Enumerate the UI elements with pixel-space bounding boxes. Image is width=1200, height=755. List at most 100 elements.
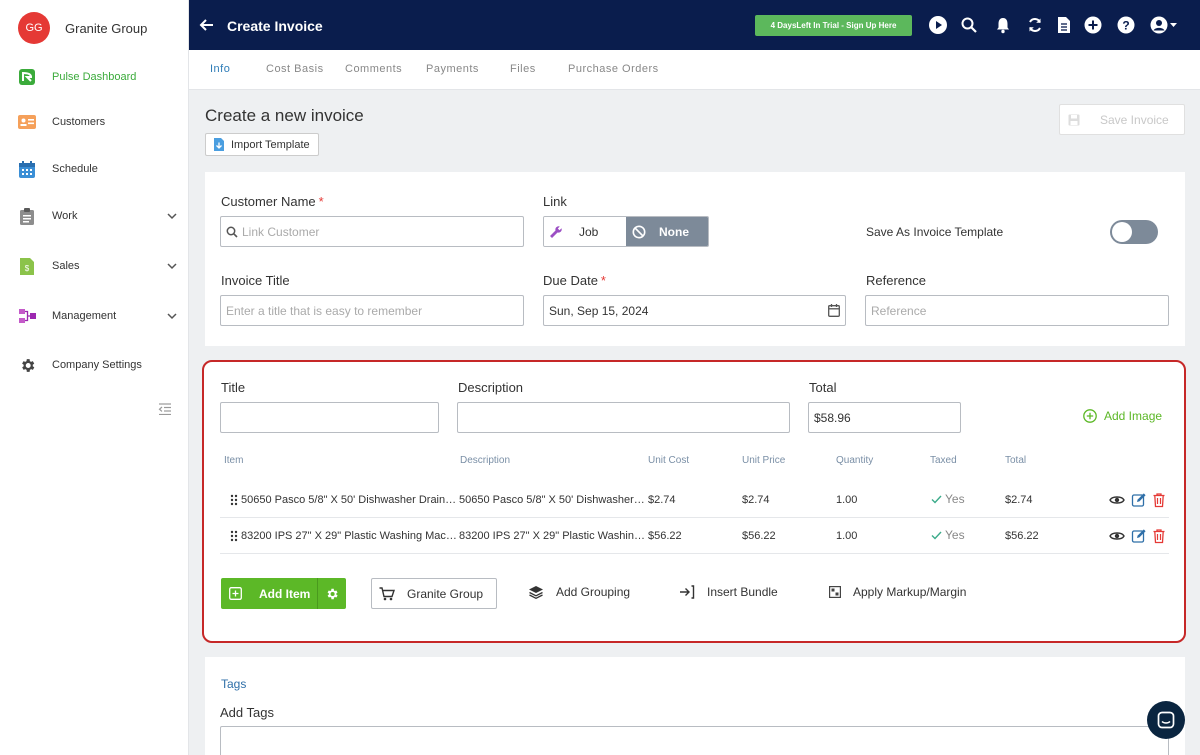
tab-comments[interactable]: Comments <box>345 63 403 75</box>
search-icon <box>226 226 238 238</box>
import-template-label: Import Template <box>231 138 310 151</box>
column-header-taxed[interactable]: Taxed <box>930 455 957 466</box>
back-arrow-icon[interactable] <box>199 17 215 33</box>
tab-files[interactable]: Files <box>510 63 536 75</box>
sidebar-item-management[interactable]: Management <box>18 305 178 327</box>
search-icon[interactable] <box>960 16 978 34</box>
drag-handle-icon[interactable] <box>230 494 238 506</box>
bell-icon[interactable] <box>994 16 1012 34</box>
add-item-settings-button[interactable] <box>318 578 346 609</box>
save-template-toggle[interactable] <box>1110 220 1158 244</box>
wrench-icon <box>550 225 562 238</box>
row-unit-cost: $2.74 <box>648 494 676 506</box>
tab-purchase-orders[interactable]: Purchase Orders <box>568 63 659 75</box>
add-square-icon <box>229 587 242 600</box>
view-eye-icon[interactable] <box>1109 492 1125 508</box>
add-grouping-button[interactable]: Add Grouping <box>528 585 630 599</box>
tab-payments[interactable]: Payments <box>426 63 479 75</box>
row-quantity: 1.00 <box>836 494 858 506</box>
sidebar-item-company-settings[interactable]: Company Settings <box>18 354 178 376</box>
row-taxed: Yes <box>931 492 965 506</box>
org-name[interactable]: Granite Group <box>65 20 148 36</box>
tab-info[interactable]: Info <box>210 63 231 75</box>
row-divider <box>220 553 1169 554</box>
help-icon[interactable]: ? <box>1117 16 1135 34</box>
org-avatar[interactable]: GG <box>18 12 50 44</box>
tab-cost-basis[interactable]: Cost Basis <box>266 63 324 75</box>
customer-name-label: Customer Name * <box>221 194 324 209</box>
link-none-option[interactable]: None <box>626 217 708 246</box>
link-job-option[interactable]: Job <box>544 217 626 246</box>
user-menu-icon[interactable] <box>1150 16 1178 34</box>
edit-icon[interactable] <box>1131 492 1147 508</box>
sidebar-item-label: Company Settings <box>52 359 142 371</box>
column-header-unit-cost[interactable]: Unit Cost <box>648 455 690 466</box>
column-header-total[interactable]: Total <box>1005 455 1027 466</box>
chat-support-button[interactable] <box>1147 701 1185 739</box>
markup-icon <box>829 586 841 598</box>
row-divider <box>220 517 1169 518</box>
chevron-down-icon[interactable] <box>166 310 178 322</box>
trash-icon[interactable] <box>1151 492 1167 508</box>
document-icon[interactable] <box>1055 16 1073 34</box>
row-total: $56.22 <box>1005 530 1039 542</box>
row-taxed: Yes <box>931 528 965 542</box>
add-grouping-label: Add Grouping <box>556 585 631 599</box>
column-header-unit-price[interactable]: Unit Price <box>742 455 786 466</box>
item-title-input[interactable] <box>220 402 439 433</box>
sidebar-item-schedule[interactable]: Schedule <box>18 158 178 180</box>
import-template-button[interactable]: Import Template <box>205 133 319 156</box>
due-date-input[interactable]: Sun, Sep 15, 2024 <box>543 295 846 326</box>
chevron-down-icon[interactable] <box>166 260 178 272</box>
gear-icon <box>327 588 338 599</box>
row-item-name: 83200 IPS 27" X 29" Plastic Washing Mach… <box>241 530 457 542</box>
row-item-name: 50650 Pasco 5/8" X 50' Dishwasher Drain … <box>241 494 457 506</box>
column-header-item[interactable]: Item <box>224 455 244 466</box>
item-total-input[interactable]: $58.96 <box>808 402 961 433</box>
drag-handle-icon[interactable] <box>230 530 238 542</box>
customer-search-input[interactable]: Link Customer <box>220 216 524 247</box>
sidebar-item-sales[interactable]: $ Sales <box>18 255 178 277</box>
save-invoice-label: Save Invoice <box>1100 112 1169 127</box>
invoice-title-input[interactable]: Enter a title that is easy to remember <box>220 295 524 326</box>
add-item-button-group: Add Item <box>221 578 346 609</box>
sidebar-item-pulse-dashboard[interactable]: Pulse Dashboard <box>18 66 178 88</box>
org-chart-icon <box>18 307 36 325</box>
sidebar-item-work[interactable]: Work <box>18 205 178 227</box>
sidebar-item-customers[interactable]: Customers <box>18 111 178 133</box>
play-icon[interactable] <box>929 16 947 34</box>
vendor-catalog-label: Granite Group <box>407 586 484 601</box>
row-description: 83200 IPS 27" X 29" Plastic Washing Mach… <box>459 530 645 542</box>
reference-input[interactable]: Reference <box>865 295 1169 326</box>
tags-card: Tags Add Tags <box>205 657 1185 755</box>
link-none-label: None <box>659 224 689 239</box>
view-eye-icon[interactable] <box>1109 528 1125 544</box>
reference-label: Reference <box>866 273 926 288</box>
collapse-sidebar-icon[interactable] <box>158 403 172 415</box>
reference-placeholder: Reference <box>871 303 927 318</box>
column-header-quantity[interactable]: Quantity <box>836 455 874 466</box>
svg-text:$: $ <box>25 264 30 273</box>
save-invoice-button[interactable]: Save Invoice <box>1059 104 1185 135</box>
chevron-down-icon[interactable] <box>166 210 178 222</box>
insert-bundle-button[interactable]: Insert Bundle <box>679 585 778 599</box>
item-description-input[interactable] <box>457 402 790 433</box>
vendor-catalog-button[interactable]: Granite Group <box>371 578 497 609</box>
apply-markup-button[interactable]: Apply Markup/Margin <box>829 585 966 599</box>
row-unit-price: $2.74 <box>742 494 770 506</box>
trash-icon[interactable] <box>1151 528 1167 544</box>
column-header-description[interactable]: Description <box>460 455 511 466</box>
trial-signup-button[interactable]: 4 DaysLeft In Trial - Sign Up Here <box>755 15 912 36</box>
add-circle-icon[interactable] <box>1084 16 1102 34</box>
insert-bundle-label: Insert Bundle <box>707 585 778 599</box>
edit-icon[interactable] <box>1131 528 1147 544</box>
tags-input[interactable] <box>220 726 1169 755</box>
add-item-button[interactable]: Add Item <box>221 578 318 609</box>
item-description-label: Description <box>458 380 524 395</box>
tab-bar: Info Cost Basis Comments Payments Files … <box>189 50 1200 90</box>
add-image-button[interactable]: Add Image <box>1083 409 1162 423</box>
sync-icon[interactable] <box>1026 16 1044 34</box>
add-tags-label: Add Tags <box>220 705 274 720</box>
calendar-icon[interactable] <box>828 304 840 317</box>
org-switcher[interactable]: GG Granite Group <box>18 12 147 44</box>
